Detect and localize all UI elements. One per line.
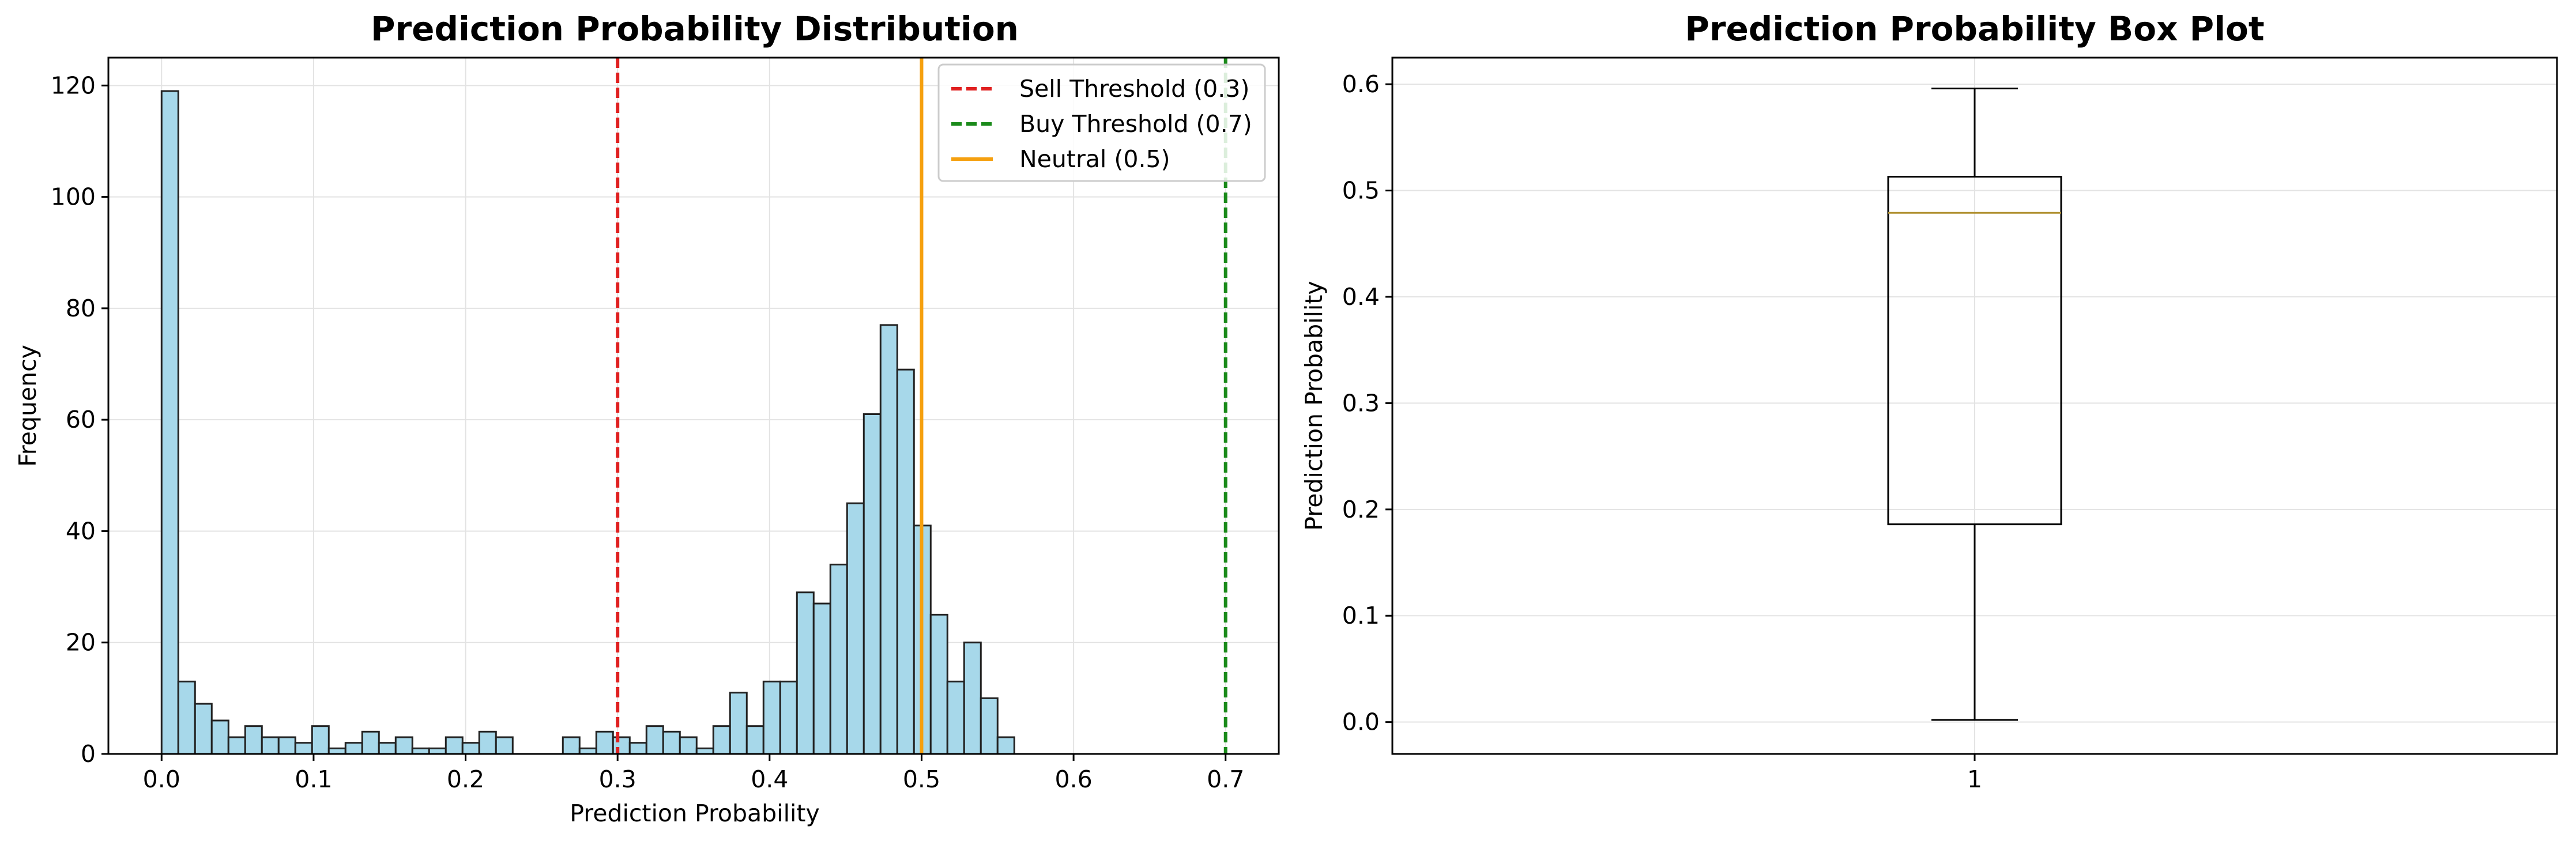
histogram-bar [712,725,731,755]
boxplot-y-tick-label: 0.2 [1342,496,1380,523]
histogram-bar [980,697,999,755]
histogram-bar [160,90,179,755]
histogram-bar [177,680,196,755]
boxplot-y-tick-label: 0.0 [1342,708,1380,736]
histogram-bar [227,736,246,755]
boxplot-title: Prediction Probability Box Plot [1685,9,2264,48]
histogram-bar [863,413,882,755]
histogram-bar [946,680,965,755]
histogram-bar [445,736,464,755]
histogram-bar [261,736,280,755]
histogram-x-tick-label: 0.2 [447,765,484,793]
legend-neutral-label: Neutral (0.5) [1019,145,1170,173]
histogram-bar [194,703,213,755]
boxplot-y-tick-label: 0.6 [1342,70,1380,98]
histogram-bar [812,602,831,755]
histogram-bar [846,502,865,755]
histogram-bar [929,613,948,755]
histogram-chart: Prediction Probability Distribution 0.0 0… [14,9,1280,827]
histogram-bar [210,719,229,755]
histogram-y-ticks: 0 20 40 60 80 100 120 [51,71,108,768]
histogram-bar [729,692,748,755]
boxplot-marks [1887,87,2062,721]
histogram-bar [796,591,815,755]
boxplot-y-tick-label: 0.4 [1342,283,1380,311]
histogram-title: Prediction Probability Distribution [371,9,1019,48]
histogram-bars [160,90,1015,755]
boxplot-y-tick-label: 0.5 [1342,177,1380,205]
histogram-bar [378,742,397,755]
histogram-y-tick-label: 100 [51,183,96,211]
boxplot-y-axis-label: Prediction Probability [1300,281,1328,530]
histogram-x-tick-label: 0.5 [903,765,940,793]
histogram-bar [294,742,313,755]
histogram-bar [244,725,263,755]
histogram-y-tick-label: 40 [66,517,96,545]
histogram-y-tick-label: 0 [81,740,96,768]
histogram-bar [562,736,581,755]
boxplot-y-tick-label: 0.1 [1342,602,1380,629]
histogram-bar [612,736,631,755]
histogram-x-tick-label: 0.3 [599,765,637,793]
boxplot-chart: Prediction Probability Box Plot 1 0.0 0.1… [1300,9,2558,793]
histogram-x-tick-label: 0.0 [143,765,180,793]
histogram-y-tick-label: 60 [66,406,96,433]
histogram-bar [829,563,848,755]
histogram-x-tick-label: 0.1 [295,765,332,793]
histogram-bar [277,736,296,755]
histogram-y-axis-label: Frequency [14,345,42,467]
histogram-bar [779,680,798,755]
histogram-y-tick-label: 20 [66,629,96,657]
boxplot-box [1887,176,2062,526]
histogram-bar [595,730,614,755]
histogram-bar [495,736,514,755]
histogram-bar [896,368,915,755]
histogram-bar [679,736,698,755]
histogram-x-tick-label: 0.6 [1054,765,1092,793]
histogram-bar [662,730,681,755]
boxplot-y-ticks: 0.0 0.1 0.2 0.3 0.4 0.5 0.6 [1342,70,1392,736]
histogram-bar [628,742,647,755]
histogram-bar [963,642,982,755]
histogram-bar [478,730,497,755]
histogram-bar [645,725,664,755]
histogram-x-axis-label: Prediction Probability [570,799,819,827]
histogram-bar [996,736,1015,755]
boxplot-y-tick-label: 0.3 [1342,389,1380,417]
histogram-bar [461,742,480,755]
legend-buy-label: Buy Threshold (0.7) [1019,110,1252,138]
threshold-lines [616,58,1227,754]
histogram-bar [311,725,330,755]
legend-sell-label: Sell Threshold (0.3) [1019,75,1249,103]
boxplot-x-ticks: 1 [1967,754,1982,793]
histogram-bar [762,680,781,755]
legend-box [937,63,1266,182]
histogram-y-tick-label: 80 [66,295,96,322]
legend: Sell Threshold (0.3) Buy Threshold (0.7)… [937,63,1266,182]
boxplot-x-tick-label: 1 [1967,765,1982,793]
histogram-x-tick-label: 0.4 [751,765,788,793]
histogram-x-ticks: 0.0 0.1 0.2 0.3 0.4 0.5 0.6 0.7 [143,754,1244,793]
histogram-bar [394,736,413,755]
histogram-bar [879,324,898,755]
histogram-bar [344,742,363,755]
histogram-axes-frame [107,56,1280,755]
histogram-y-tick-label: 120 [51,71,96,99]
histogram-bar [745,725,764,755]
histogram-x-tick-label: 0.7 [1207,765,1244,793]
histogram-bar [361,730,380,755]
